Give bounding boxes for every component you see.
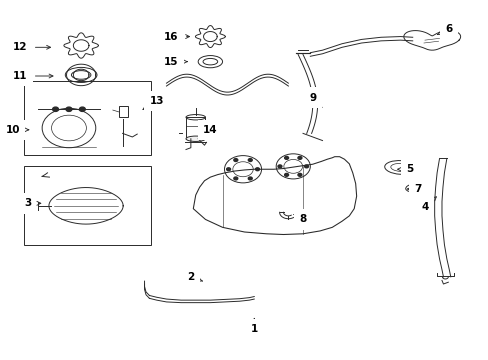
Circle shape: [53, 107, 59, 111]
Text: 8: 8: [293, 215, 306, 224]
Circle shape: [233, 159, 237, 162]
Circle shape: [297, 174, 301, 176]
Circle shape: [79, 107, 85, 111]
Circle shape: [278, 165, 281, 168]
Text: 4: 4: [420, 197, 435, 212]
Text: 1: 1: [250, 319, 257, 334]
Circle shape: [304, 165, 308, 168]
Text: 3: 3: [24, 198, 41, 208]
Circle shape: [226, 168, 230, 171]
Text: 14: 14: [203, 125, 217, 135]
Circle shape: [255, 168, 259, 171]
Ellipse shape: [185, 136, 205, 141]
Text: 10: 10: [6, 125, 29, 135]
Circle shape: [248, 177, 252, 180]
Circle shape: [297, 157, 301, 159]
Circle shape: [248, 159, 252, 162]
Text: 15: 15: [164, 57, 187, 67]
Circle shape: [284, 174, 288, 176]
Circle shape: [233, 177, 237, 180]
Bar: [185, 117, 205, 139]
Text: 2: 2: [187, 272, 202, 282]
Text: 12: 12: [13, 42, 50, 52]
Text: 6: 6: [437, 24, 452, 35]
Circle shape: [284, 157, 288, 159]
Circle shape: [66, 107, 72, 111]
Text: 16: 16: [164, 32, 189, 41]
Text: 11: 11: [13, 71, 53, 81]
Text: 9: 9: [308, 93, 321, 108]
Text: 7: 7: [407, 184, 421, 194]
Bar: [119, 107, 128, 117]
Text: 13: 13: [142, 96, 163, 109]
Text: 5: 5: [397, 164, 413, 174]
